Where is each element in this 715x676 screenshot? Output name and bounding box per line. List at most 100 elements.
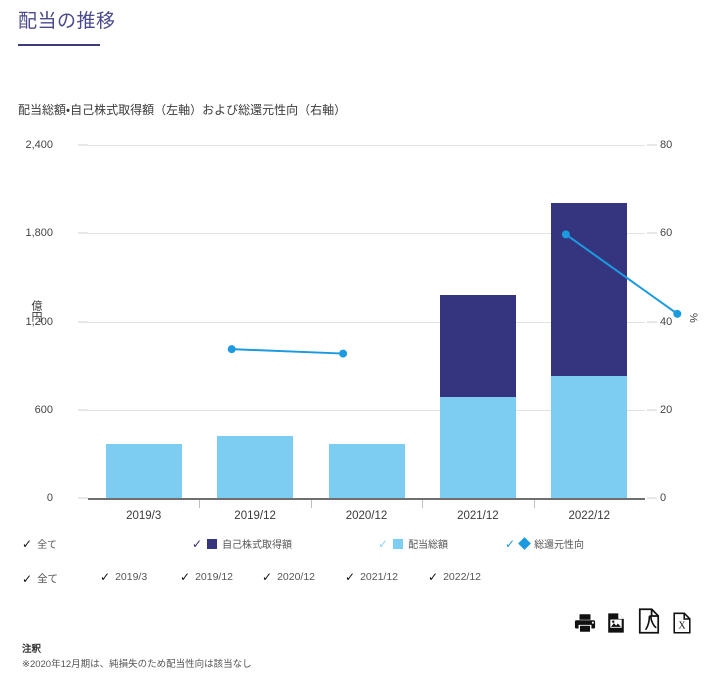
bar-segment-dividend[interactable] bbox=[439, 396, 516, 498]
bar-segment-buyback[interactable] bbox=[439, 295, 516, 397]
pdf-export-icon[interactable] bbox=[636, 608, 662, 634]
check-icon: ✓ bbox=[428, 570, 439, 584]
svg-text:X: X bbox=[678, 621, 686, 632]
x-axis-separator bbox=[310, 500, 312, 508]
footnote-text: ※2020年12月期は、純損失のため配当性向は該当なし bbox=[22, 658, 252, 670]
bar-group[interactable] bbox=[439, 145, 516, 498]
period-filter-item[interactable]: ✓ 2019/3 bbox=[100, 571, 147, 583]
gridline bbox=[88, 321, 645, 323]
period-filter-item-label: 2019/12 bbox=[195, 571, 234, 583]
y-axis-tick-label: 1,200 bbox=[25, 315, 53, 328]
page-title: 配当の推移 bbox=[18, 11, 116, 32]
y-axis-title: 億円 bbox=[30, 300, 42, 322]
check-icon: ✓ bbox=[22, 536, 33, 551]
period-filter-item-label: 2019/3 bbox=[115, 571, 148, 583]
footnote-title: 注釈 bbox=[22, 644, 42, 655]
x-axis-tick-label: 2019/12 bbox=[234, 510, 276, 522]
check-icon: ✓ bbox=[505, 536, 516, 551]
excel-export-icon[interactable]: X bbox=[671, 612, 693, 634]
period-filter-item[interactable]: ✓ 2021/12 bbox=[345, 571, 398, 583]
gridline bbox=[88, 145, 645, 146]
y-axis-tick-mark bbox=[78, 144, 88, 146]
period-filter-all[interactable]: ✓ 全て bbox=[22, 571, 58, 586]
secondary-y-axis-tick-label: 40 bbox=[660, 315, 673, 328]
gridline bbox=[88, 233, 645, 235]
secondary-y-axis-tick-label: 0 bbox=[660, 492, 667, 504]
legend-all-label: 全て bbox=[37, 540, 58, 551]
line-marker[interactable] bbox=[561, 230, 570, 239]
line-series-group bbox=[227, 230, 682, 358]
bar-group[interactable] bbox=[328, 145, 405, 498]
check-icon: ✓ bbox=[100, 570, 111, 584]
x-axis-tick-label: 2020/12 bbox=[345, 510, 388, 522]
title-underline-rule bbox=[18, 44, 100, 46]
y-axis-tick-label: 2,400 bbox=[25, 139, 53, 151]
period-filter-item-label: 2022/12 bbox=[443, 571, 482, 583]
y-axis-tick-mark bbox=[78, 497, 88, 499]
check-icon: ✓ bbox=[180, 570, 191, 584]
legend-item[interactable]: ✓ 自己株式取得額 bbox=[192, 536, 292, 552]
secondary-y-axis-title: % bbox=[687, 313, 699, 323]
legend-square-marker-icon bbox=[207, 538, 218, 549]
secondary-y-axis-tick-label: 80 bbox=[660, 139, 673, 151]
legend-square-marker-icon bbox=[393, 538, 404, 549]
period-filter-item[interactable]: ✓ 2019/12 bbox=[180, 571, 233, 583]
period-filter-item[interactable]: ✓ 2020/12 bbox=[262, 571, 315, 583]
line-marker[interactable] bbox=[339, 349, 348, 358]
bar-segment-dividend[interactable] bbox=[217, 435, 294, 498]
period-filter-all-label: 全て bbox=[37, 573, 59, 585]
bar-segment-dividend[interactable] bbox=[328, 443, 405, 498]
secondary-y-axis-tick-label: 20 bbox=[660, 403, 673, 416]
check-icon: ✓ bbox=[22, 571, 33, 586]
legend-diamond-marker-icon bbox=[518, 537, 531, 550]
line-path bbox=[565, 233, 678, 315]
x-axis-tick-label: 2021/12 bbox=[457, 510, 499, 522]
plot-area bbox=[88, 145, 682, 500]
x-axis-baseline bbox=[88, 498, 645, 500]
check-icon: ✓ bbox=[262, 570, 273, 584]
legend-item[interactable]: ✓ 総還元性向 bbox=[505, 536, 584, 551]
x-axis-separator bbox=[533, 500, 535, 508]
period-filter-item-label: 2021/12 bbox=[360, 571, 399, 583]
print-icon[interactable] bbox=[574, 612, 596, 634]
secondary-y-axis-tick-mark bbox=[647, 497, 657, 499]
period-filter-item[interactable]: ✓ 2022/12 bbox=[428, 571, 481, 583]
x-axis-tick-label: 2019/3 bbox=[126, 510, 162, 522]
x-axis-separator bbox=[422, 500, 424, 508]
line-marker[interactable] bbox=[227, 345, 236, 354]
bar-segment-dividend[interactable] bbox=[551, 375, 628, 498]
export-toolbar: X bbox=[574, 608, 693, 634]
gridline bbox=[88, 409, 645, 411]
line-path bbox=[231, 348, 344, 355]
y-axis-tick-mark bbox=[78, 321, 88, 322]
period-filter-bar: ✓ 全て ✓ 2019/3 ✓ 2019/12 ✓ 2020/12 ✓ 2021/12 ✓ 202… bbox=[0, 571, 715, 595]
y-axis-tick-label: 0 bbox=[46, 492, 53, 504]
line-marker[interactable] bbox=[673, 309, 682, 318]
legend-item-label: 総還元性向 bbox=[534, 540, 585, 551]
check-icon: ✓ bbox=[192, 536, 203, 551]
bar-segment-dividend[interactable] bbox=[105, 443, 182, 498]
secondary-y-axis-tick-label: 60 bbox=[660, 227, 673, 240]
y-axis-tick-mark bbox=[78, 232, 88, 234]
bar-group[interactable] bbox=[105, 145, 182, 498]
chart-caption: 配当総額・自己株式取得額（左軸）および総還元性向（右軸） bbox=[18, 103, 347, 117]
legend-item[interactable]: ✓ 配当総額 bbox=[378, 536, 449, 552]
secondary-y-axis-tick-mark bbox=[647, 321, 657, 322]
bar-group[interactable] bbox=[217, 145, 294, 498]
legend-item-label: 配当総額 bbox=[408, 540, 449, 551]
x-axis-ticks: 2019/3 2019/12 2020/12 2021/12 2022/12 bbox=[88, 500, 645, 530]
image-export-icon[interactable] bbox=[605, 612, 627, 634]
legend-toggle-all[interactable]: ✓ 全て bbox=[22, 536, 58, 552]
secondary-y-axis-tick-mark bbox=[647, 144, 657, 146]
y-axis-tick-label: 1,800 bbox=[25, 227, 53, 240]
secondary-y-axis-tick-mark bbox=[647, 409, 657, 411]
period-filter-item-label: 2020/12 bbox=[277, 571, 316, 583]
y-axis-tick-mark bbox=[78, 409, 88, 411]
x-axis-separator bbox=[199, 500, 201, 508]
chart-container: 億円 % 0 600 1,200 1,800 2,400 0 20 40 60 80 2019/… bbox=[0, 135, 715, 522]
chart-legend: ✓ 全て ✓ 自己株式取得額 ✓ 配当総額 ✓ 総還元性向 bbox=[0, 536, 715, 562]
footnote: 注釈 ※2020年12月期は、純損失のため配当性向は該当なし bbox=[22, 643, 252, 672]
x-axis-tick-label: 2022/12 bbox=[568, 510, 611, 522]
secondary-y-axis-tick-mark bbox=[647, 232, 657, 234]
check-icon: ✓ bbox=[345, 570, 356, 584]
